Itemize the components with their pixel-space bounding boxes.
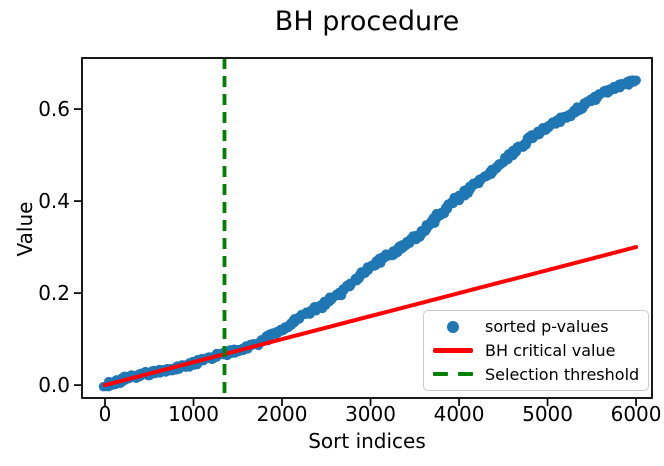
solid-line-icon [430, 348, 476, 353]
x-tick-label: 3000 [345, 402, 396, 426]
bh-critical-value-line [103, 245, 639, 388]
y-axis-label: Value [13, 201, 37, 257]
legend-box: sorted p-values BH critical value Select… [423, 310, 649, 391]
x-axis-label: Sort indices [308, 429, 426, 453]
dashed-line-icon [430, 371, 476, 377]
legend-item-sorted-p-values: sorted p-values [430, 315, 642, 339]
x-tick-label: 5000 [522, 402, 573, 426]
plot-border [81, 57, 653, 399]
scatter-point [631, 75, 641, 86]
legend-item-bh-critical-value: BH critical value [430, 339, 642, 363]
x-tick-label: 2000 [257, 402, 308, 426]
chart-title: BH procedure [274, 6, 460, 37]
legend-item-selection-threshold: Selection threshold [430, 362, 642, 386]
x-tick-label: 1000 [168, 402, 219, 426]
x-tick-label: 0 [99, 402, 112, 426]
legend-label: BH critical value [485, 341, 616, 360]
legend-label: Selection threshold [485, 364, 640, 384]
legend-label: sorted p-values [485, 317, 609, 337]
y-tick-label: 0.4 [38, 189, 70, 213]
x-tick-label: 6000 [611, 402, 662, 426]
y-tick-label: 0.0 [38, 373, 70, 397]
y-tick-label: 0.2 [38, 281, 70, 305]
x-tick-label: 4000 [434, 402, 485, 426]
scatter-dot-icon [430, 320, 476, 333]
y-tick-label: 0.6 [38, 97, 70, 121]
